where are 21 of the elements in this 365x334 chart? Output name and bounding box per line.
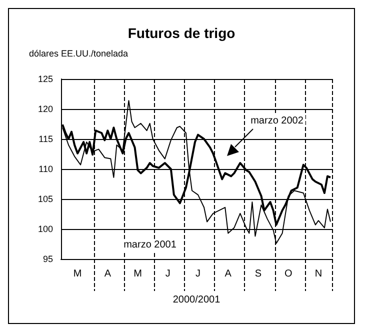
x-tick-label: J [165,268,170,280]
x-tick-label: A [104,268,112,280]
x-tick-label: N [314,268,322,280]
x-axis-title: 2000/2001 [172,294,221,306]
y-tick-label: 125 [38,74,53,84]
chart-title: Futuros de trigo [128,25,236,41]
x-tick-label: A [224,268,232,280]
y-tick-label: 100 [38,224,53,234]
y-tick-label: 95 [42,254,53,264]
annotation: marzo 2001 [124,240,177,250]
x-tick-label: J [196,268,201,280]
y-tick-label: 120 [38,104,53,114]
y-tick-label: 115 [38,134,53,144]
x-tick-label: M [73,268,82,280]
x-tick-label: O [284,268,292,280]
annotation: marzo 2002 [250,116,304,126]
x-tick-label: M [134,268,142,280]
x-tick-label: S [254,268,262,280]
y-tick-label: 110 [38,164,53,174]
y-axis-title: dólares EE.UU./tonelada [29,48,128,58]
y-tick-label: 105 [38,194,53,204]
